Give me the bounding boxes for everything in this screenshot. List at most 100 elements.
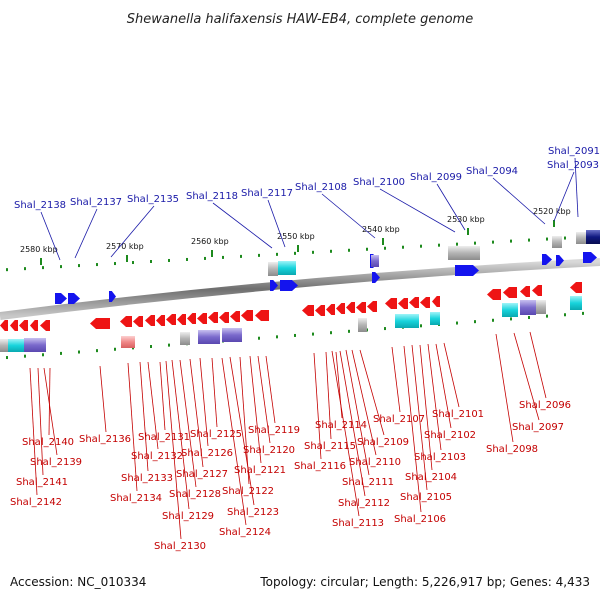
- minus-strand-gene[interactable]: [133, 316, 143, 327]
- gene-label-top[interactable]: Shal_2100: [353, 177, 405, 188]
- gene-label-bottom[interactable]: Shal_2124: [219, 527, 271, 538]
- gene-label-bottom[interactable]: Shal_2127: [176, 469, 228, 480]
- gene-label-bottom[interactable]: Shal_2133: [121, 473, 173, 484]
- minus-strand-gene[interactable]: [420, 297, 430, 308]
- minus-strand-gene[interactable]: [356, 302, 366, 313]
- gene-label-top[interactable]: Shal_2117: [241, 188, 293, 199]
- minus-strand-gene[interactable]: [219, 312, 229, 323]
- plus-strand-gene[interactable]: [372, 272, 380, 283]
- plus-strand-gene[interactable]: [68, 293, 80, 304]
- gene-label-bottom[interactable]: Shal_2103: [414, 452, 466, 463]
- gene-label-bottom[interactable]: Shal_2141: [16, 477, 68, 488]
- minus-strand-gene[interactable]: [145, 315, 155, 326]
- gene-label-bottom[interactable]: Shal_2096: [519, 400, 571, 411]
- gene-label-bottom[interactable]: Shal_2129: [162, 511, 214, 522]
- gene-label-top[interactable]: Shal_2118: [186, 191, 238, 202]
- gene-label-top[interactable]: Shal_2093: [547, 160, 599, 171]
- plus-strand-gene[interactable]: [55, 293, 67, 304]
- gene-label-bottom[interactable]: Shal_2106: [394, 514, 446, 525]
- minus-strand-gene[interactable]: [346, 302, 355, 313]
- minus-strand-gene[interactable]: [570, 282, 582, 293]
- upper-tick: [132, 261, 134, 265]
- gene-label-bottom[interactable]: Shal_2102: [424, 430, 476, 441]
- gene-label-bottom[interactable]: Shal_2132: [131, 451, 183, 462]
- gene-label-bottom[interactable]: Shal_2122: [222, 486, 274, 497]
- gene-label-bottom[interactable]: Shal_2125: [190, 429, 242, 440]
- gene-label-bottom[interactable]: Shal_2113: [332, 518, 384, 529]
- minus-strand-gene[interactable]: [0, 320, 8, 331]
- gene-label-bottom[interactable]: Shal_2107: [373, 414, 425, 425]
- minus-strand-gene[interactable]: [177, 314, 186, 325]
- gene-label-bottom[interactable]: Shal_2116: [294, 461, 346, 472]
- gene-label-top[interactable]: Shal_2099: [410, 172, 462, 183]
- minus-strand-gene[interactable]: [532, 285, 542, 296]
- gene-label-bottom[interactable]: Shal_2097: [512, 422, 564, 433]
- minus-strand-gene[interactable]: [520, 286, 530, 297]
- minus-strand-gene[interactable]: [19, 320, 28, 331]
- gene-label-top[interactable]: Shal_2137: [70, 197, 122, 208]
- gene-label-bottom[interactable]: Shal_2136: [79, 434, 131, 445]
- plus-strand-gene[interactable]: [270, 280, 278, 291]
- gene-label-bottom[interactable]: Shal_2130: [154, 541, 206, 552]
- gene-label-top[interactable]: Shal_2135: [127, 194, 179, 205]
- gene-label-top[interactable]: Shal_2108: [295, 182, 347, 193]
- gene-label-bottom[interactable]: Shal_2115: [304, 441, 356, 452]
- gene-label-bottom[interactable]: Shal_2139: [30, 457, 82, 468]
- minus-strand-gene[interactable]: [10, 320, 18, 331]
- minus-strand-gene[interactable]: [367, 301, 377, 312]
- plus-strand-gene[interactable]: [280, 280, 298, 291]
- lower-tick: [330, 331, 332, 335]
- minus-strand-gene[interactable]: [336, 303, 345, 314]
- plus-strand-gene[interactable]: [109, 291, 116, 302]
- gene-label-bottom[interactable]: Shal_2105: [400, 492, 452, 503]
- minus-strand-gene[interactable]: [166, 314, 176, 325]
- minus-strand-gene[interactable]: [487, 289, 501, 300]
- plus-strand-gene[interactable]: [583, 252, 597, 263]
- gene-label-bottom[interactable]: Shal_2131: [138, 432, 190, 443]
- minus-strand-gene[interactable]: [208, 312, 218, 323]
- plus-strand-gene[interactable]: [556, 255, 564, 266]
- gene-label-bottom[interactable]: Shal_2109: [357, 437, 409, 448]
- gene-label-bottom[interactable]: Shal_2123: [227, 507, 279, 518]
- minus-strand-gene[interactable]: [398, 298, 408, 309]
- minus-strand-gene[interactable]: [315, 305, 325, 316]
- gene-label-top[interactable]: Shal_2138: [14, 200, 66, 211]
- minus-strand-gene[interactable]: [385, 298, 397, 309]
- bottom-label-connector: [127, 362, 138, 492]
- gene-label-bottom[interactable]: Shal_2120: [243, 445, 295, 456]
- minus-strand-gene[interactable]: [40, 320, 50, 331]
- gene-label-bottom[interactable]: Shal_2098: [486, 444, 538, 455]
- gene-label-bottom[interactable]: Shal_2104: [405, 472, 457, 483]
- gene-label-bottom[interactable]: Shal_2126: [181, 448, 233, 459]
- minus-strand-gene[interactable]: [326, 304, 335, 315]
- lower-tick: [96, 349, 98, 353]
- gene-label-bottom[interactable]: Shal_2101: [432, 409, 484, 420]
- plus-strand-gene[interactable]: [542, 254, 552, 265]
- gene-label-bottom[interactable]: Shal_2112: [338, 498, 390, 509]
- minus-strand-gene[interactable]: [230, 311, 240, 322]
- minus-strand-gene[interactable]: [255, 310, 269, 321]
- minus-strand-gene[interactable]: [409, 297, 419, 308]
- minus-strand-gene[interactable]: [30, 320, 38, 331]
- gene-label-bottom[interactable]: Shal_2110: [349, 457, 401, 468]
- plus-strand-gene[interactable]: [455, 265, 479, 276]
- minus-strand-gene[interactable]: [197, 313, 207, 324]
- minus-strand-gene[interactable]: [90, 318, 110, 329]
- minus-strand-gene[interactable]: [503, 287, 517, 298]
- minus-strand-gene[interactable]: [302, 305, 314, 316]
- gene-label-bottom[interactable]: Shal_2134: [110, 493, 162, 504]
- gene-label-bottom[interactable]: Shal_2128: [169, 489, 221, 500]
- gene-label-bottom[interactable]: Shal_2121: [234, 465, 286, 476]
- gene-label-top[interactable]: Shal_2091: [548, 146, 600, 157]
- gene-label-top[interactable]: Shal_2094: [466, 166, 518, 177]
- gene-label-bottom[interactable]: Shal_2140: [22, 437, 74, 448]
- gene-label-bottom[interactable]: Shal_2114: [315, 420, 367, 431]
- gene-label-bottom[interactable]: Shal_2142: [10, 497, 62, 508]
- minus-strand-gene[interactable]: [241, 310, 253, 321]
- minus-strand-gene[interactable]: [187, 313, 196, 324]
- minus-strand-gene[interactable]: [432, 296, 440, 307]
- minus-strand-gene[interactable]: [120, 316, 132, 327]
- gene-label-bottom[interactable]: Shal_2119: [248, 425, 300, 436]
- minus-strand-gene[interactable]: [156, 315, 165, 326]
- gene-label-bottom[interactable]: Shal_2111: [342, 477, 394, 488]
